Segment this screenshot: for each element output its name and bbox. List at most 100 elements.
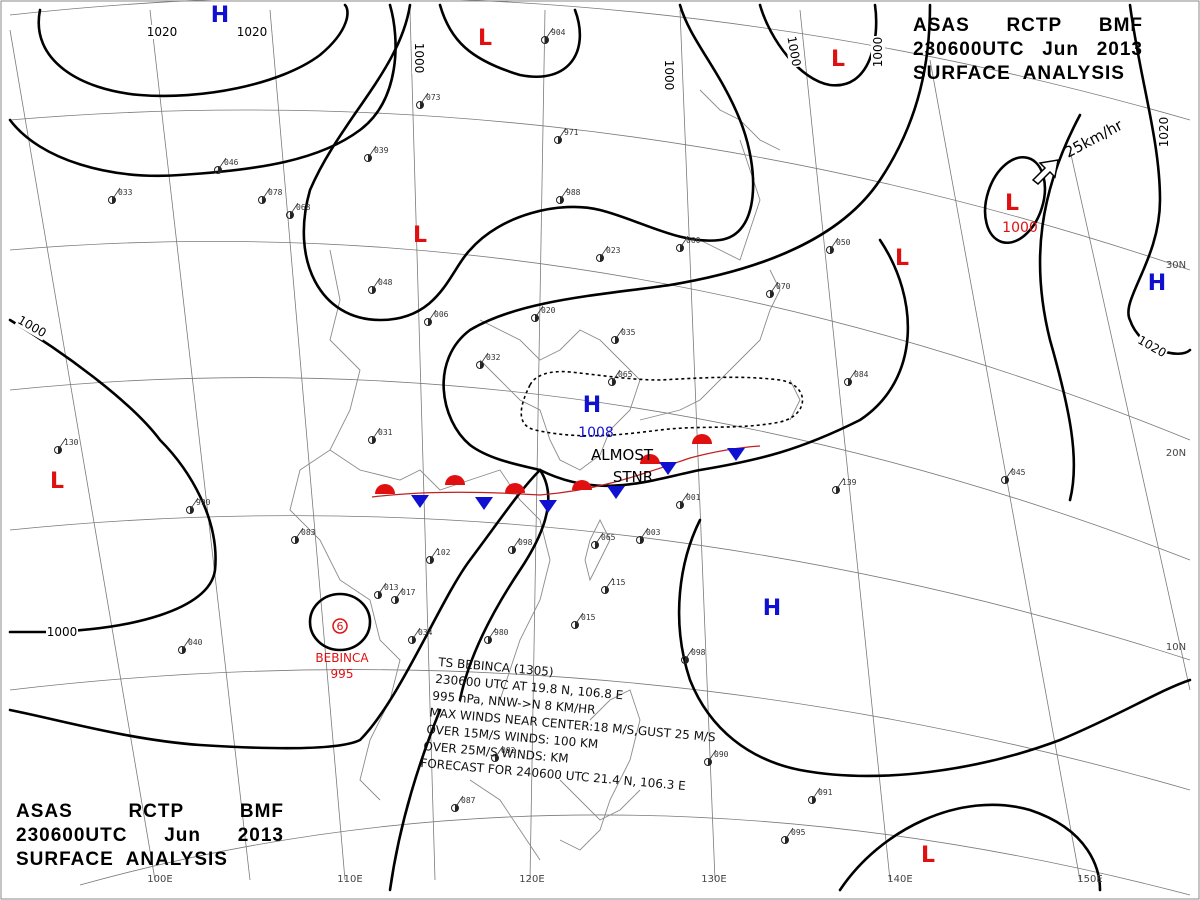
station-plot: 046 <box>214 157 239 174</box>
station-plot: 040 <box>178 637 203 654</box>
cold-front-mark-5 <box>659 462 677 475</box>
svg-text:098: 098 <box>691 648 706 657</box>
station-plot: 971 <box>554 127 579 144</box>
isobar-label-5: 1000 <box>784 35 803 68</box>
isobars <box>8 3 1192 892</box>
low-pressure-2: L <box>478 26 492 51</box>
central-pressure-6: 1000 <box>1002 220 1038 236</box>
svg-text:078: 078 <box>268 188 283 197</box>
isobar-1000-low <box>983 155 1047 245</box>
svg-text:090: 090 <box>714 750 729 759</box>
station-plot: 098 <box>508 537 533 554</box>
svg-text:070: 070 <box>776 282 791 291</box>
svg-text:034: 034 <box>418 628 433 637</box>
warm-front-mark-4 <box>572 480 592 490</box>
svg-text:095: 095 <box>791 828 806 837</box>
isobar-1008-center <box>538 238 910 488</box>
svg-text:990: 990 <box>196 498 211 507</box>
isobar-1008-dotted <box>520 370 804 437</box>
svg-text:045: 045 <box>1011 468 1026 477</box>
header-time: 230600UTC <box>913 39 1025 60</box>
header-month: Jun <box>1042 39 1079 60</box>
isobar-label-1: 1020 <box>147 25 178 39</box>
svg-text:102: 102 <box>436 548 451 557</box>
isobar-label-bg <box>146 25 178 39</box>
longitude-label-100E: 100E <box>147 874 172 885</box>
longitude-label-120E: 120E <box>519 874 544 885</box>
svg-text:060: 060 <box>686 236 701 245</box>
station-plot: 015 <box>571 612 596 629</box>
station-plot: 065 <box>591 532 616 549</box>
station-plot: 068 <box>286 202 311 219</box>
isobar-label-bg <box>784 34 804 69</box>
isobar-label-2: 1020 <box>237 25 268 39</box>
svg-text:048: 048 <box>378 278 393 287</box>
isobar-1000-north <box>438 3 582 78</box>
svg-text:087: 087 <box>461 796 476 805</box>
low-pressure-6: L <box>1005 191 1019 216</box>
isobar-label-8: 1000 <box>15 313 48 340</box>
warm-front-mark-1 <box>375 484 395 494</box>
warm-front-mark-3 <box>505 483 525 493</box>
station-plot: 130 <box>54 437 79 454</box>
station-plot: 098 <box>681 647 706 664</box>
svg-text:065: 065 <box>618 370 633 379</box>
station-plot: 070 <box>766 281 791 298</box>
station-plot: 904 <box>541 27 566 44</box>
svg-text:098: 098 <box>518 538 533 547</box>
isobar-1000-center <box>302 3 755 322</box>
low-pressure-4: L <box>413 223 427 248</box>
motion-arrow <box>1031 159 1059 186</box>
station-plot: 091 <box>808 787 833 804</box>
header-title-bottom: SURFACE ANALYSIS <box>16 849 228 870</box>
header-time-bottom: 230600UTC <box>16 825 128 846</box>
latitude-label-30N: 30N <box>1166 260 1186 271</box>
header-year: 2013 <box>1096 39 1143 60</box>
warm-front-mark-2 <box>445 475 465 485</box>
header-agency: ASAS <box>913 15 970 36</box>
front-label-line2: STNR <box>613 468 653 486</box>
isobar-1000-ne <box>758 3 878 87</box>
isobar-1010-se <box>838 803 1102 892</box>
header-year-bottom: 2013 <box>237 825 284 846</box>
svg-text:006: 006 <box>434 310 449 319</box>
high-pressure-8: H <box>1148 271 1166 296</box>
warm-front-mark-6 <box>692 434 712 444</box>
svg-text:020: 020 <box>541 306 556 315</box>
svg-text:092: 092 <box>501 746 516 755</box>
svg-text:015: 015 <box>581 613 596 622</box>
svg-text:040: 040 <box>188 638 203 647</box>
station-plot: 035 <box>611 327 636 344</box>
cold-front-mark-1 <box>411 495 429 508</box>
isobar-label-10: 1020 <box>1135 333 1168 360</box>
station-plot: 013 <box>374 582 399 599</box>
isobar-1000-typhoon <box>308 592 372 652</box>
isobar-1010-north <box>8 3 397 177</box>
typhoon-bulletin: TS BEBINCA (1305)230600 UTC AT 19.8 N, 1… <box>420 655 716 793</box>
station-plot: 073 <box>416 92 441 109</box>
isobar-1004-center <box>442 3 932 472</box>
cold-front-mark-6 <box>727 448 745 461</box>
station-plot: 048 <box>368 277 393 294</box>
chart-header-top: ASAS RCTP BMF 230600UTC Jun 2013 SURFACE… <box>913 14 1143 86</box>
station-plot: 020 <box>531 305 556 322</box>
svg-text:904: 904 <box>551 28 566 37</box>
svg-text:035: 035 <box>621 328 636 337</box>
isobar-label-bg <box>662 59 676 91</box>
station-plot: 033 <box>108 187 133 204</box>
longitude-label-140E: 140E <box>887 874 912 885</box>
station-plot: 031 <box>368 427 393 444</box>
isobar-label-bg <box>412 42 426 74</box>
station-plot: 115 <box>601 577 626 594</box>
svg-text:046: 046 <box>224 158 239 167</box>
svg-text:091: 091 <box>818 788 833 797</box>
isobar-1020-north <box>37 3 349 98</box>
isobar-label-bg <box>14 312 50 341</box>
svg-text:068: 068 <box>296 203 311 212</box>
isobar-1004-sw <box>8 468 542 750</box>
station-plot: 102 <box>426 547 451 564</box>
central-pressure-9: 1008 <box>578 425 614 441</box>
